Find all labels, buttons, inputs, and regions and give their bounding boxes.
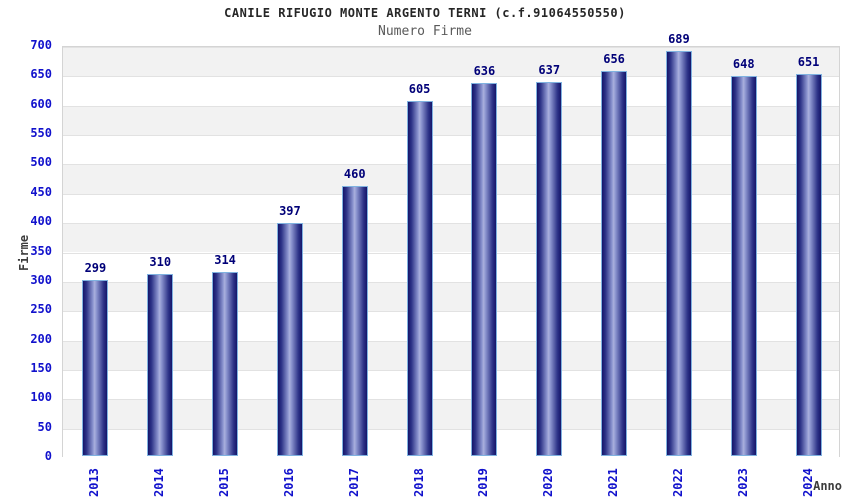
gridline bbox=[63, 311, 839, 313]
bar bbox=[665, 51, 692, 456]
x-tick-label: 2019 bbox=[476, 468, 491, 497]
y-tick-label: 650 bbox=[30, 67, 52, 82]
y-tick-label: 700 bbox=[30, 38, 52, 52]
gridline bbox=[63, 281, 839, 283]
gridline bbox=[63, 193, 839, 195]
bar bbox=[276, 222, 303, 456]
x-tick-label: 2020 bbox=[541, 468, 556, 497]
bar-value-label: 651 bbox=[797, 54, 820, 69]
plot-band bbox=[63, 47, 839, 77]
y-tick-label: 150 bbox=[30, 360, 52, 375]
x-tick-label: 2022 bbox=[670, 468, 685, 497]
x-tick-label: 2021 bbox=[606, 468, 621, 497]
x-axis-title: Anno bbox=[813, 479, 842, 493]
y-tick-label: 400 bbox=[30, 214, 52, 229]
plot-band bbox=[63, 340, 839, 370]
plot-band bbox=[63, 281, 839, 312]
plot-band bbox=[63, 399, 839, 429]
bar bbox=[341, 185, 368, 456]
x-tick-label: 2014 bbox=[152, 468, 167, 497]
gridline bbox=[63, 428, 839, 430]
y-tick-label: 0 bbox=[44, 449, 52, 463]
y-axis-tick-labels: 0 50 100 150 200 250 300 350 400 450 500 550 600 650 7… bbox=[0, 0, 52, 500]
gridline bbox=[63, 105, 839, 107]
bar bbox=[730, 75, 757, 456]
bar-value-label: 605 bbox=[408, 81, 431, 96]
gridline bbox=[63, 340, 839, 342]
plot-band bbox=[63, 428, 839, 458]
plot-band bbox=[63, 105, 839, 136]
gridline bbox=[63, 399, 839, 401]
y-tick-label: 350 bbox=[30, 243, 52, 258]
gridline bbox=[63, 223, 839, 225]
bar-value-label: 310 bbox=[149, 255, 172, 269]
chart-title: CANILE RIFUGIO MONTE ARGENTO TERNI (c.f.… bbox=[224, 6, 626, 20]
x-tick-label: 2013 bbox=[87, 468, 102, 497]
y-tick-label: 50 bbox=[37, 419, 52, 434]
bar bbox=[406, 100, 433, 456]
bar-value-label: 460 bbox=[343, 166, 366, 181]
y-tick-label: 550 bbox=[30, 126, 52, 141]
gridline bbox=[63, 76, 839, 78]
plot-band bbox=[63, 164, 839, 194]
bar bbox=[471, 82, 498, 456]
x-tick-label: 2015 bbox=[217, 468, 232, 497]
plot-band bbox=[63, 369, 839, 400]
gridline bbox=[63, 47, 839, 48]
y-tick-label: 100 bbox=[30, 390, 52, 405]
bar-value-label: 397 bbox=[279, 203, 301, 218]
bar bbox=[82, 280, 109, 456]
gridline bbox=[63, 252, 839, 254]
x-tick-label: 2017 bbox=[346, 468, 361, 497]
x-tick-label: 2018 bbox=[411, 468, 426, 497]
bar-value-label: 689 bbox=[668, 32, 690, 47]
plot-band bbox=[63, 76, 839, 106]
bar-value-label: 636 bbox=[473, 63, 496, 78]
bar-value-label: 314 bbox=[214, 252, 236, 267]
bar bbox=[795, 73, 822, 456]
plot-band bbox=[63, 311, 839, 341]
bar-value-label: 656 bbox=[603, 51, 625, 66]
plot-band bbox=[63, 252, 839, 282]
y-tick-label: 250 bbox=[30, 302, 52, 317]
plot-band bbox=[63, 193, 839, 224]
y-tick-label: 200 bbox=[30, 331, 52, 346]
bar-value-label: 299 bbox=[84, 261, 107, 276]
bar bbox=[147, 274, 174, 456]
plot-band bbox=[63, 223, 839, 253]
y-tick-label: 450 bbox=[30, 184, 52, 199]
y-tick-label: 500 bbox=[30, 155, 52, 170]
plot-band bbox=[63, 135, 839, 165]
plot-area: 299 310 314 397 460 605 636 637 656 689 648 651 bbox=[62, 32, 840, 458]
chart-subtitle: Numero Firme bbox=[378, 24, 472, 39]
y-tick-label: 300 bbox=[30, 272, 52, 287]
x-tick-label: 2016 bbox=[281, 468, 296, 497]
bar bbox=[536, 82, 563, 456]
gridline bbox=[63, 164, 839, 166]
y-tick-label: 600 bbox=[30, 96, 52, 111]
bar bbox=[212, 271, 239, 456]
gridline bbox=[63, 369, 839, 371]
gridline bbox=[63, 135, 839, 137]
x-tick-label: 2023 bbox=[735, 468, 750, 497]
bar-value-label: 637 bbox=[538, 63, 561, 77]
bar-value-label: 648 bbox=[732, 56, 755, 71]
bar bbox=[601, 70, 628, 456]
